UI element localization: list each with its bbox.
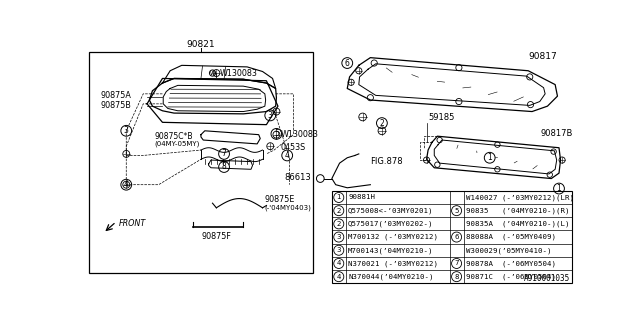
Text: 90835A  (’04MY0210-)(L): 90835A (’04MY0210-)(L) bbox=[466, 220, 570, 227]
Text: 86613: 86613 bbox=[284, 172, 311, 181]
Text: 8: 8 bbox=[221, 163, 227, 172]
Text: 4: 4 bbox=[337, 274, 341, 280]
Text: 90875C*B: 90875C*B bbox=[155, 132, 193, 141]
Text: N370021 (-’03MY0212): N370021 (-’03MY0212) bbox=[348, 260, 438, 267]
Text: FRONT: FRONT bbox=[118, 219, 146, 228]
Text: W130083: W130083 bbox=[280, 130, 318, 139]
Text: 88088A  (-’05MY0409): 88088A (-’05MY0409) bbox=[466, 234, 556, 240]
Text: 5: 5 bbox=[454, 208, 459, 214]
Text: 1: 1 bbox=[557, 184, 561, 193]
Text: W130083: W130083 bbox=[220, 68, 258, 77]
Text: 90875A: 90875A bbox=[100, 91, 132, 100]
Text: FIG.878: FIG.878 bbox=[371, 157, 403, 166]
Text: A910001035: A910001035 bbox=[524, 274, 570, 283]
Text: 6: 6 bbox=[454, 234, 459, 240]
Text: (-'04MY0403): (-'04MY0403) bbox=[265, 204, 312, 211]
Text: 90821: 90821 bbox=[187, 40, 215, 49]
Bar bbox=[90, 52, 312, 273]
Text: (04MY-05MY): (04MY-05MY) bbox=[155, 140, 200, 147]
Text: W: W bbox=[210, 70, 215, 76]
Text: 1: 1 bbox=[487, 153, 492, 162]
Text: W140027 (-’03MY0212)(LR): W140027 (-’03MY0212)(LR) bbox=[466, 194, 574, 201]
Text: 90817B: 90817B bbox=[541, 129, 573, 138]
Text: 3: 3 bbox=[337, 234, 341, 240]
Text: 1: 1 bbox=[337, 195, 341, 200]
Text: 90881H: 90881H bbox=[348, 195, 375, 200]
Text: 2: 2 bbox=[337, 221, 341, 227]
Text: 4: 4 bbox=[285, 151, 290, 160]
Text: 7: 7 bbox=[221, 149, 227, 158]
Text: 90835   (’04MY0210-)(R): 90835 (’04MY0210-)(R) bbox=[466, 207, 570, 214]
Text: Q575008<-’03MY0201): Q575008<-’03MY0201) bbox=[348, 207, 433, 214]
Text: 6: 6 bbox=[345, 59, 349, 68]
Text: 3: 3 bbox=[337, 247, 341, 253]
Text: 0453S: 0453S bbox=[280, 143, 305, 152]
Text: 90817: 90817 bbox=[528, 52, 557, 61]
Text: 3: 3 bbox=[268, 111, 273, 120]
Text: W300029(’05MY0410-): W300029(’05MY0410-) bbox=[466, 247, 551, 253]
Text: 2: 2 bbox=[337, 208, 341, 214]
Text: 90871C  (-’06MY0504): 90871C (-’06MY0504) bbox=[466, 273, 556, 280]
Text: 4: 4 bbox=[337, 260, 341, 267]
Text: Q575017(’03MY0202-): Q575017(’03MY0202-) bbox=[348, 220, 433, 227]
Bar bbox=[332, 191, 572, 283]
Text: 3: 3 bbox=[124, 126, 129, 135]
Text: 90875E: 90875E bbox=[265, 195, 295, 204]
Text: 5: 5 bbox=[274, 129, 279, 138]
Text: 90875F: 90875F bbox=[202, 232, 231, 241]
Text: 2: 2 bbox=[380, 119, 384, 128]
Text: 90875B: 90875B bbox=[100, 101, 132, 110]
Text: 90878A  (-’06MY0504): 90878A (-’06MY0504) bbox=[466, 260, 556, 267]
Text: N370044(’04MY0210-): N370044(’04MY0210-) bbox=[348, 273, 433, 280]
Text: 4: 4 bbox=[124, 180, 129, 189]
Text: 59185: 59185 bbox=[428, 113, 454, 122]
Text: M700132 (-’03MY0212): M700132 (-’03MY0212) bbox=[348, 234, 438, 240]
Text: M700143(’04MY0210-): M700143(’04MY0210-) bbox=[348, 247, 433, 253]
Text: 8: 8 bbox=[454, 274, 459, 280]
Text: 7: 7 bbox=[454, 260, 459, 267]
